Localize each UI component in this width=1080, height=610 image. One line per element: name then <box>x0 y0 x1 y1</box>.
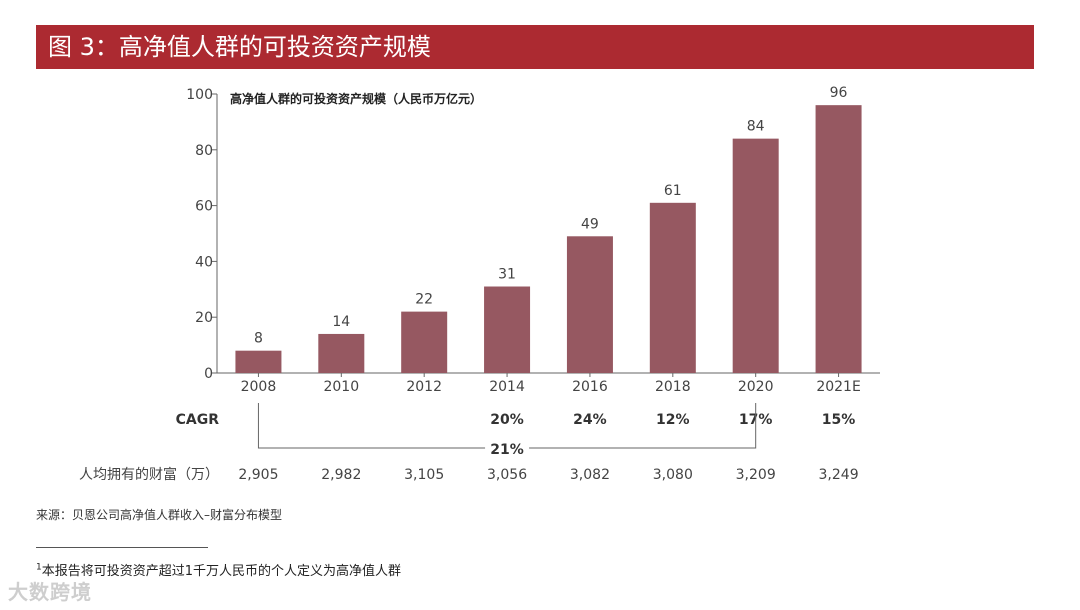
data-label: 14 <box>332 314 350 330</box>
bar <box>649 202 696 373</box>
data-label: 22 <box>415 292 433 308</box>
y-tick-label: 40 <box>195 254 213 270</box>
x-tick-label: 2014 <box>489 379 525 395</box>
wealth-value: 3,082 <box>570 467 610 483</box>
cagr-value: 20% <box>490 412 524 428</box>
bar <box>401 311 448 373</box>
cagr-label: CAGR <box>176 412 220 428</box>
wealth-value: 3,249 <box>819 467 859 483</box>
wealth-value: 3,056 <box>487 467 527 483</box>
footnote-text: 本报告将可投资资产超过1千万人民币的个人定义为高净值人群 <box>41 564 402 579</box>
cagr-overall-value: 21% <box>490 442 524 458</box>
bar <box>566 236 613 373</box>
x-tick-label: 2010 <box>323 379 359 395</box>
data-label: 49 <box>581 216 599 232</box>
y-tick-label: 0 <box>204 366 213 382</box>
bar <box>318 333 365 373</box>
source-note: 来源：贝恩公司高净值人群收入–财富分布模型 <box>36 508 283 522</box>
wealth-value: 2,982 <box>321 467 361 483</box>
x-tick-label: 2018 <box>655 379 691 395</box>
data-label: 84 <box>747 119 765 135</box>
title-banner: 图 3：高净值人群的可投资资产规模 <box>36 25 1034 69</box>
data-label: 61 <box>664 183 682 199</box>
y-tick-label: 60 <box>195 199 213 215</box>
footnote: 1本报告将可投资资产超过1千万人民币的个人定义为高净值人群 <box>36 560 401 579</box>
cagr-value: 12% <box>656 412 690 428</box>
y-tick-label: 20 <box>195 310 213 326</box>
y-tick-label: 80 <box>195 143 213 159</box>
page-title: 图 3：高净值人群的可投资资产规模 <box>48 33 431 61</box>
cagr-bracket <box>257 403 757 458</box>
cagr-value: 24% <box>573 412 607 428</box>
x-tick-label: 2012 <box>406 379 442 395</box>
footnote-divider <box>36 547 208 548</box>
data-label: 31 <box>498 267 516 283</box>
wealth-value: 2,905 <box>238 467 278 483</box>
data-label: 96 <box>830 85 848 101</box>
bar <box>235 350 282 373</box>
x-tick-label: 2021E <box>816 379 860 395</box>
wealth-value: 3,105 <box>404 467 444 483</box>
x-tick-label: 2016 <box>572 379 608 395</box>
watermark: 大数跨境 <box>8 580 92 604</box>
x-tick-label: 2008 <box>241 379 277 395</box>
wealth-row-label: 人均拥有的财富（万） <box>79 466 219 483</box>
y-tick-label: 100 <box>186 87 213 103</box>
footnote-marker: 1 <box>36 562 42 573</box>
bar <box>732 138 779 373</box>
wealth-value: 3,209 <box>736 467 776 483</box>
wealth-value: 3,080 <box>653 467 693 483</box>
bar <box>815 105 862 373</box>
cagr-bracket-gap <box>485 438 530 458</box>
x-tick-label: 2020 <box>738 379 774 395</box>
data-label: 8 <box>254 331 263 347</box>
chart-title: 高净值人群的可投资资产规模（人民币万亿元） <box>230 91 482 106</box>
cagr-value: 15% <box>822 412 856 428</box>
bar <box>484 286 531 373</box>
